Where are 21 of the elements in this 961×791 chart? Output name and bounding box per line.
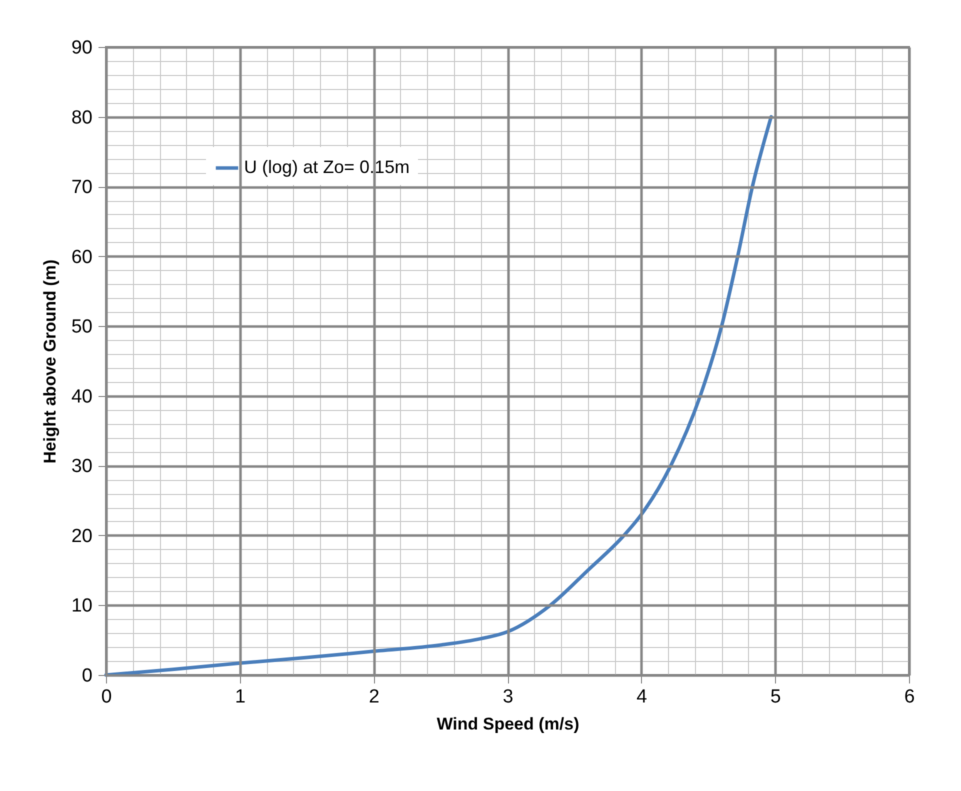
y-tick-label: 30: [71, 456, 92, 478]
x-tick-label: 1: [235, 686, 246, 708]
y-tick-label: 0: [82, 666, 92, 686]
legend-label: U (log) at Zo= 0.15m: [244, 157, 410, 177]
y-tick-label: 80: [71, 107, 92, 128]
x-tick-label: 0: [101, 686, 112, 708]
y-tick-label: 90: [71, 38, 92, 58]
y-tick-label: 50: [71, 316, 92, 338]
x-tick-label: 6: [904, 686, 915, 708]
x-tick-label: 2: [368, 686, 380, 708]
y-tick-label: 70: [71, 177, 92, 198]
line-series: [104, 115, 773, 677]
y-axis-title: Height above Ground (m): [40, 260, 60, 464]
x-tick-label: 3: [502, 686, 514, 708]
y-tick-label: 10: [71, 596, 92, 617]
x-tick-label: 5: [770, 686, 781, 708]
x-tick-label: 4: [636, 686, 648, 708]
y-tick-label: 20: [71, 526, 92, 547]
y-tick-label: 60: [71, 246, 92, 268]
x-axis-title: Wind Speed (m/s): [436, 714, 580, 734]
y-tick-label: 40: [71, 386, 92, 408]
